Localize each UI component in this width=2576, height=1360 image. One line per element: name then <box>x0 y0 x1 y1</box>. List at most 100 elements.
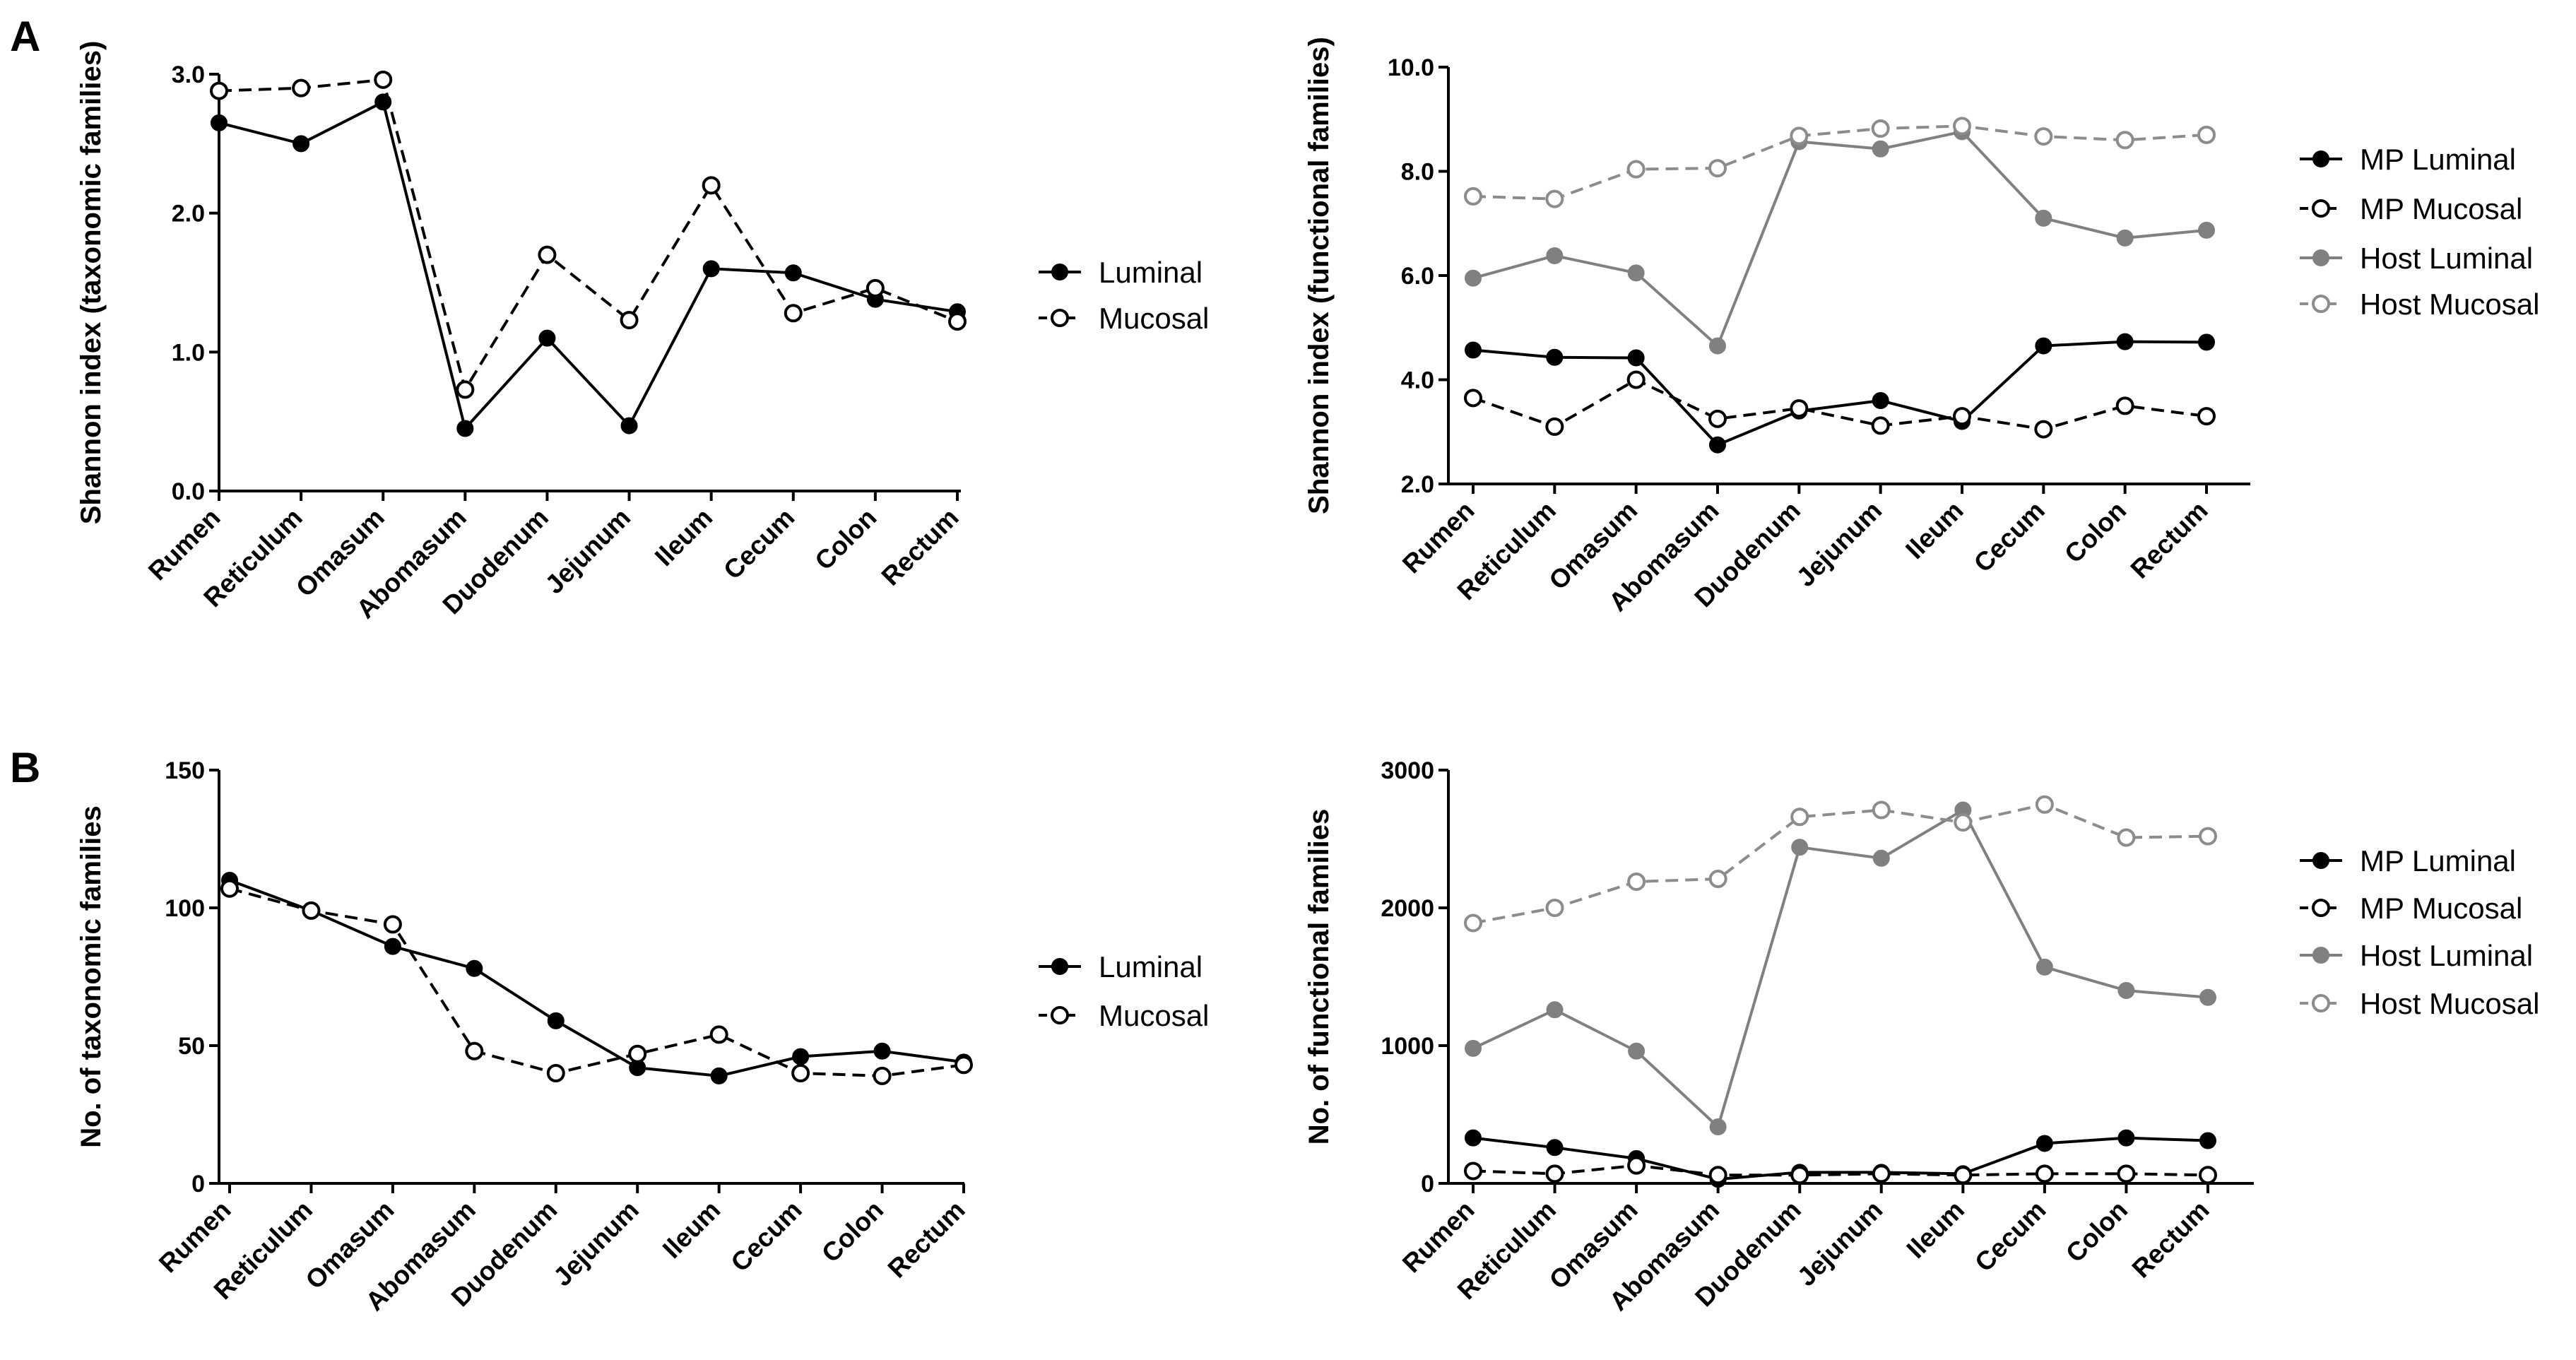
legend-marker-luminal <box>1051 264 1068 280</box>
y-axis-title: Shannon index (functional families) <box>1304 37 1335 514</box>
panel-letter-b: B <box>10 744 40 791</box>
point-mucosal-reticulum <box>292 78 311 97</box>
point-mucosal-ileum <box>702 176 721 195</box>
series-line-host-mucosal <box>1472 803 2209 925</box>
point-luminal-colon <box>873 1042 891 1060</box>
y-tick-label: 2.0 <box>1401 471 1434 498</box>
point-luminal-rumen <box>211 114 228 131</box>
point-mp-luminal-cecum <box>2036 1135 2053 1152</box>
series-line-luminal <box>229 879 964 1077</box>
point-luminal-reticulum <box>293 135 310 153</box>
x-tick-label-jejunum: Jejunum <box>540 503 637 600</box>
point-host-mucosal-rumen <box>1464 187 1482 206</box>
point-host-mucosal-omasum <box>1626 160 1646 179</box>
point-host-luminal-rectum <box>2198 221 2215 239</box>
point-host-mucosal-jejunum <box>1872 800 1891 820</box>
point-host-luminal-reticulum <box>1546 247 1564 264</box>
point-mucosal-abomasum <box>465 1041 484 1060</box>
series-line-mp-luminal <box>1472 1136 2209 1181</box>
legend-marker-mp-mucosal <box>2312 899 2330 917</box>
y-tick-label: 10.0 <box>1388 54 1434 81</box>
point-mp-luminal-colon <box>2116 333 2134 350</box>
point-host-luminal-cecum <box>2035 209 2052 227</box>
x-tick-label-ileum: Ileum <box>1900 496 1968 564</box>
point-mp-mucosal-reticulum <box>1545 1164 1564 1183</box>
point-mp-mucosal-reticulum <box>1545 417 1564 436</box>
point-host-mucosal-cecum <box>2035 795 2054 814</box>
y-tick-label: 150 <box>165 757 205 784</box>
point-mucosal-omasum <box>374 70 393 89</box>
point-mucosal-omasum <box>383 915 402 934</box>
x-tick-label-rumen: Rumen <box>1397 1195 1480 1279</box>
point-mp-luminal-reticulum <box>1546 1139 1564 1157</box>
x-tick-label-rumen: Rumen <box>153 1195 237 1279</box>
legend-marker-mp-luminal <box>2312 852 2329 869</box>
y-tick-label: 3.0 <box>172 61 205 88</box>
point-mp-mucosal-rectum <box>2199 1166 2217 1185</box>
point-mp-luminal-rumen <box>1465 341 1482 359</box>
point-host-luminal-rumen <box>1465 269 1482 287</box>
y-tick-label: 1000 <box>1381 1033 1434 1060</box>
point-luminal-ileum <box>710 1067 728 1084</box>
point-mp-mucosal-ileum <box>1953 407 1971 426</box>
point-luminal-cecum <box>784 264 802 282</box>
point-host-mucosal-abomasum <box>1708 870 1727 889</box>
legend-marker-host-mucosal <box>2312 994 2330 1012</box>
point-mucosal-reticulum <box>302 901 321 920</box>
y-tick-label: 0 <box>1421 1171 1434 1198</box>
point-host-luminal-jejunum <box>1872 849 1890 867</box>
legend-label-mucosal: Mucosal <box>1099 999 1209 1032</box>
point-host-luminal-cecum <box>2036 958 2053 976</box>
legend-label-host-mucosal: Host Mucosal <box>2360 288 2539 321</box>
x-tick-label-rumen: Rumen <box>1397 496 1480 579</box>
x-tick-label-jejunum: Jejunum <box>548 1195 644 1292</box>
x-tick-label-ileum: Ileum <box>1901 1195 1970 1264</box>
x-tick-label-rectum: Rectum <box>2125 496 2214 584</box>
point-host-mucosal-jejunum <box>1871 119 1890 138</box>
point-luminal-abomasum <box>456 420 474 437</box>
x-tick-label-colon: Colon <box>2059 496 2132 569</box>
point-mp-mucosal-colon <box>2115 396 2134 415</box>
point-mucosal-abomasum <box>456 380 475 399</box>
x-tick-label-ileum: Ileum <box>657 1195 726 1264</box>
legend-label-luminal: Luminal <box>1099 950 1203 983</box>
point-mp-mucosal-colon <box>2117 1164 2136 1183</box>
point-host-luminal-abomasum <box>1709 1118 1727 1136</box>
x-tick-label-jejunum: Jejunum <box>1792 1195 1889 1292</box>
point-mp-mucosal-abomasum <box>1708 409 1727 428</box>
legend-marker-mp-luminal <box>2312 150 2329 167</box>
y-tick-label: 50 <box>178 1033 205 1060</box>
point-mucosal-jejunum <box>620 311 639 330</box>
point-mucosal-duodenum <box>538 245 557 264</box>
point-host-mucosal-reticulum <box>1545 189 1564 208</box>
y-tick-label: 0 <box>191 1171 205 1198</box>
x-tick-label-rectum: Rectum <box>2127 1195 2215 1284</box>
point-mp-luminal-rectum <box>2199 1132 2216 1149</box>
point-luminal-duodenum <box>538 329 556 347</box>
x-tick-label-rectum: Rectum <box>876 503 964 591</box>
y-tick-label: 8.0 <box>1401 159 1434 186</box>
point-mucosal-colon <box>865 278 885 297</box>
x-tick-label-rectum: Rectum <box>882 1195 971 1284</box>
point-mucosal-duodenum <box>546 1064 565 1082</box>
point-luminal-abomasum <box>466 959 483 977</box>
point-host-luminal-rectum <box>2199 988 2216 1006</box>
legend-label-mucosal: Mucosal <box>1099 302 1209 335</box>
series-line-mp-luminal <box>1472 340 2207 447</box>
point-host-mucosal-ileum <box>1953 117 1971 136</box>
point-mp-luminal-jejunum <box>1872 392 1889 409</box>
point-mucosal-colon <box>873 1066 892 1085</box>
y-tick-label: 2000 <box>1381 895 1434 922</box>
series-line-mp-mucosal <box>1472 378 2207 431</box>
chart-a-right: 2.04.06.08.010.0RumenReticulumOmasumAbom… <box>1304 37 2539 617</box>
point-mucosal-ileum <box>709 1025 728 1044</box>
series-line-mucosal <box>218 78 958 391</box>
point-host-mucosal-ileum <box>1954 813 1973 832</box>
point-mucosal-rectum <box>955 1056 973 1075</box>
series-line-host-luminal <box>1472 130 2207 348</box>
point-mucosal-rumen <box>220 879 239 898</box>
point-mucosal-rectum <box>948 312 967 331</box>
point-luminal-ileum <box>702 260 720 278</box>
series-line-mucosal <box>229 887 964 1077</box>
